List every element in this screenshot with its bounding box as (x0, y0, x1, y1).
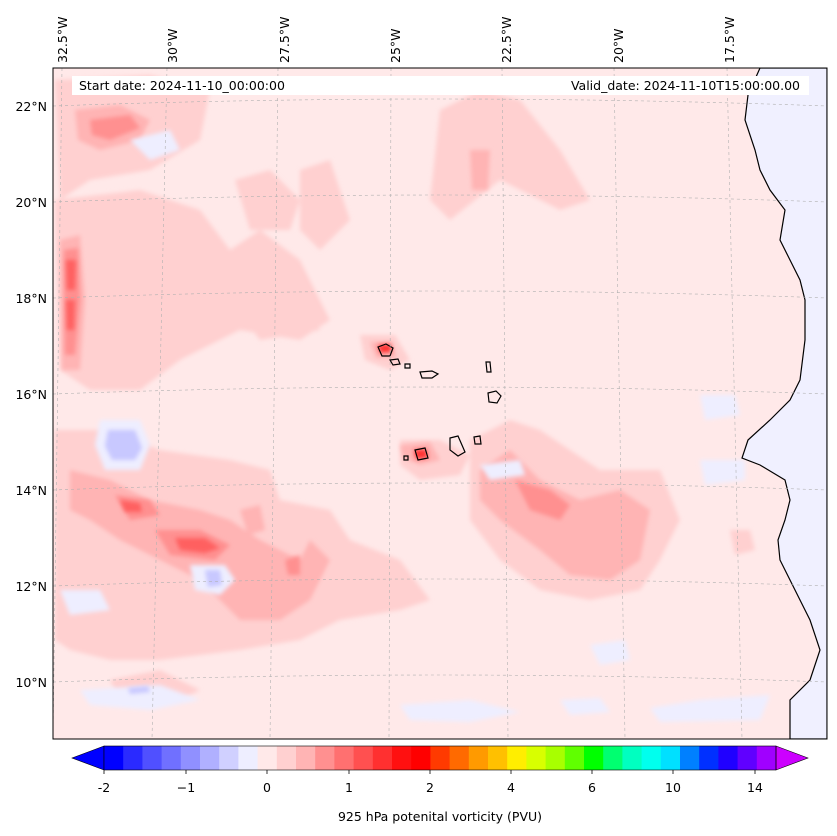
colorbar-segment (430, 746, 451, 770)
colorbar-segment (699, 746, 719, 770)
lat-label-16n: 16°N (15, 387, 47, 402)
cb-tick-label: 0 (263, 780, 271, 795)
colorbar-segment (718, 746, 739, 770)
colorbar-extend-min (71, 745, 105, 771)
start-date-label: Start date: 2024-11-10_00:00:00 (79, 78, 285, 93)
colorbar-segment (104, 746, 124, 770)
lat-label-10n: 10°N (15, 675, 47, 690)
cape-verde-islands (377, 343, 502, 461)
colorbar-segment (737, 746, 758, 770)
cb-tick-label: -2 (98, 780, 110, 795)
colorbar-title: 925 hPa potenital vorticity (PVU) (338, 809, 542, 824)
colorbar-segment (161, 746, 182, 770)
colorbar-segment (545, 746, 566, 770)
colorbar-segment (507, 746, 527, 770)
lat-label-18n: 18°N (15, 291, 47, 306)
colorbar-segment (564, 746, 585, 770)
colorbar-segment (276, 746, 297, 770)
map-frame (52, 67, 828, 740)
colorbar-segment (411, 746, 431, 770)
lon-label-22-5w: 22.5°W (499, 17, 514, 63)
cb-tick-label: 4 (507, 780, 515, 795)
cb-tick-label: 6 (588, 780, 596, 795)
colorbar-segment (238, 746, 259, 770)
colorbar-segment (142, 746, 163, 770)
colorbar-segment (180, 746, 201, 770)
colorbar-segment (392, 746, 412, 770)
colorbar-segment (641, 746, 662, 770)
colorbar-segments (104, 746, 777, 770)
lon-label-27-5w: 27.5°W (277, 17, 292, 63)
cb-tick-label: 1 (345, 780, 353, 795)
colorbar-segment (257, 746, 278, 770)
lon-label-30w: 30°W (165, 28, 180, 63)
lat-label-14n: 14°N (15, 483, 47, 498)
colorbar-segment (353, 746, 374, 770)
colorbar: -2 −1 0 1 2 4 6 10 14 925 hPa potenital … (71, 745, 809, 824)
colorbar-segment (622, 746, 643, 770)
lat-label-22n: 22°N (15, 99, 47, 114)
colorbar-segment (372, 746, 393, 770)
colorbar-segment (660, 746, 681, 770)
graticule (53, 68, 827, 739)
cb-tick-label: 14 (747, 780, 763, 795)
colorbar-segment (123, 746, 143, 770)
cb-tick-label: 2 (426, 780, 434, 795)
colorbar-segment (756, 746, 777, 770)
colorbar-segment (200, 746, 220, 770)
colorbar-ticks (103, 770, 756, 774)
lon-label-17-5w: 17.5°W (722, 17, 737, 63)
colorbar-tick-labels: -2 −1 0 1 2 4 6 10 14 (98, 780, 763, 795)
latitude-labels: 22°N 20°N 18°N 16°N 14°N 12°N 10°N (15, 99, 47, 690)
africa-coastline (741, 68, 827, 739)
longitude-labels: 32.5°W 30°W 27.5°W 25°W 22.5°W 20°W 17.5… (55, 17, 737, 63)
pv-contours-blue (105, 430, 222, 694)
lat-label-20n: 20°N (15, 195, 47, 210)
lat-label-12n: 12°N (15, 579, 47, 594)
colorbar-segment (603, 746, 623, 770)
lon-label-25w: 25°W (388, 28, 403, 63)
lon-label-32-5w: 32.5°W (55, 17, 70, 63)
colorbar-segment (296, 746, 316, 770)
colorbar-extend-max (775, 745, 809, 771)
colorbar-frame (103, 745, 777, 771)
colorbar-segment (334, 746, 355, 770)
cb-tick-label: 10 (665, 780, 681, 795)
pv-contours-red (66, 260, 220, 553)
colorbar-segment (526, 746, 547, 770)
colorbar-segment (468, 746, 489, 770)
colorbar-segment (315, 746, 335, 770)
valid-date-label: Valid_date: 2024-11-10T15:00:00.00 (571, 78, 800, 93)
colorbar-segment (488, 746, 508, 770)
cb-tick-label: −1 (177, 780, 195, 795)
colorbar-segment (219, 746, 239, 770)
colorbar-segment (449, 746, 470, 770)
colorbar-segment (680, 746, 700, 770)
map-area (53, 68, 827, 739)
lon-label-20w: 20°W (611, 28, 626, 63)
colorbar-segment (584, 746, 604, 770)
header-box (72, 76, 809, 95)
